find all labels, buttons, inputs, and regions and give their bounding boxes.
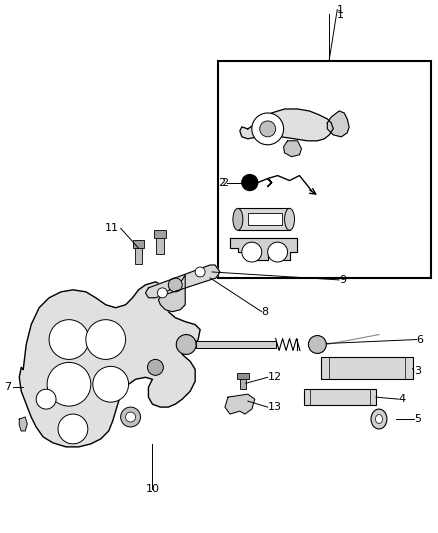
Bar — [133, 240, 145, 248]
Circle shape — [93, 366, 129, 402]
Text: 8: 8 — [262, 306, 269, 317]
Bar — [238, 208, 290, 230]
Circle shape — [47, 362, 91, 406]
Circle shape — [126, 412, 135, 422]
Circle shape — [157, 288, 167, 298]
Polygon shape — [240, 109, 333, 141]
Circle shape — [252, 113, 283, 145]
Circle shape — [168, 278, 182, 292]
Polygon shape — [327, 111, 349, 137]
Text: 11: 11 — [105, 223, 119, 233]
Polygon shape — [283, 141, 301, 157]
Ellipse shape — [371, 409, 387, 429]
Text: 5: 5 — [414, 414, 421, 424]
Circle shape — [242, 242, 262, 262]
Bar — [156, 236, 164, 254]
Circle shape — [36, 389, 56, 409]
Polygon shape — [19, 282, 200, 447]
Bar — [134, 246, 142, 264]
Circle shape — [120, 407, 141, 427]
Text: 2: 2 — [221, 177, 228, 188]
Circle shape — [49, 320, 89, 359]
Text: 6: 6 — [417, 335, 424, 344]
Polygon shape — [19, 417, 27, 431]
Circle shape — [86, 320, 126, 359]
Bar — [248, 213, 282, 225]
Bar — [240, 377, 246, 389]
Ellipse shape — [285, 208, 294, 230]
Text: 1: 1 — [337, 5, 344, 14]
Text: 2: 2 — [218, 177, 225, 188]
Text: 9: 9 — [339, 275, 346, 285]
Text: 7: 7 — [4, 382, 11, 392]
Polygon shape — [230, 238, 297, 260]
Bar — [218, 61, 431, 278]
Bar — [155, 230, 166, 238]
Circle shape — [58, 414, 88, 444]
Text: 4: 4 — [399, 394, 406, 404]
Polygon shape — [225, 394, 255, 414]
Bar — [196, 341, 276, 349]
Circle shape — [195, 267, 205, 277]
Bar — [321, 358, 413, 379]
Polygon shape — [145, 265, 220, 298]
Text: 12: 12 — [268, 372, 282, 382]
Circle shape — [260, 121, 276, 137]
Bar — [304, 389, 376, 405]
Circle shape — [176, 335, 196, 354]
Circle shape — [268, 242, 288, 262]
Bar — [237, 373, 249, 379]
Ellipse shape — [375, 415, 382, 424]
Circle shape — [148, 359, 163, 375]
Circle shape — [242, 175, 258, 190]
Text: 10: 10 — [145, 483, 159, 494]
Text: 13: 13 — [268, 402, 282, 412]
Ellipse shape — [233, 208, 243, 230]
Circle shape — [308, 336, 326, 353]
Polygon shape — [159, 275, 185, 312]
Text: 1: 1 — [337, 10, 344, 20]
Text: 3: 3 — [414, 366, 421, 376]
